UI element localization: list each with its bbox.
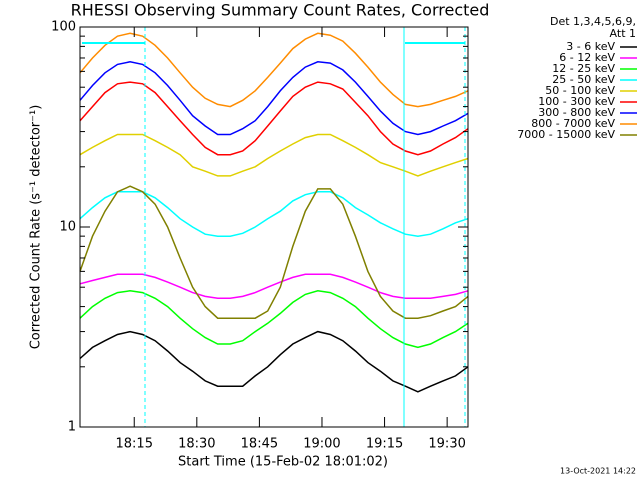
legend-label: 3 - 6 keV (566, 40, 615, 53)
legend-label: 50 - 100 keV (545, 84, 615, 97)
legend-label: 300 - 800 keV (538, 106, 615, 119)
legend-label: 800 - 7000 keV (531, 117, 615, 130)
legend-label: 6 - 12 keV (559, 51, 615, 64)
y-tick-label: 100 (51, 20, 76, 35)
series-line (79, 185, 469, 319)
x-tick-label: 18:45 (241, 437, 278, 452)
x-tick-label: 19:15 (366, 437, 403, 452)
legend-title: Det 1,3,4,5,6,9, (550, 15, 636, 28)
legend-label: 100 - 300 keV (538, 95, 615, 108)
x-tick-label: 19:00 (303, 437, 340, 452)
y-axis-label: Corrected Count Rate (s⁻¹ detector⁻¹) (29, 105, 44, 350)
legend-label: 25 - 50 keV (552, 73, 615, 86)
x-tick-label: 19:30 (428, 437, 465, 452)
series-line (79, 191, 469, 237)
legend-label: 12 - 25 keV (552, 62, 615, 75)
y-tick-label: 1 (68, 420, 76, 435)
footer: 13-Oct-2021 14:22 (560, 467, 636, 476)
plot-area (79, 32, 469, 393)
chart-title: RHESSI Observing Summary Count Rates, Co… (71, 1, 490, 20)
x-tick-label: 18:15 (116, 437, 153, 452)
legend-title: Att 1 (610, 27, 636, 40)
x-tick-label: 18:30 (178, 437, 215, 452)
y-tick-label: 10 (59, 220, 76, 235)
legend-label: 7000 - 15000 keV (517, 128, 615, 141)
x-axis-label: Start Time (15-Feb-02 18:01:02) (178, 455, 388, 470)
